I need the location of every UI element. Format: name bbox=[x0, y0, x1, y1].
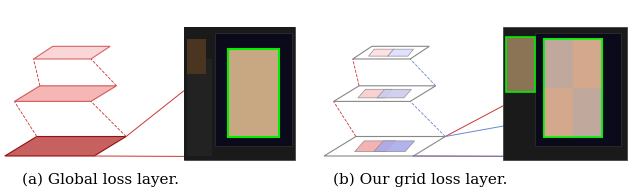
Polygon shape bbox=[324, 136, 445, 156]
Polygon shape bbox=[377, 89, 412, 98]
Bar bbox=[573, 39, 602, 88]
Polygon shape bbox=[333, 86, 436, 101]
Bar bbox=[544, 88, 573, 136]
Bar bbox=[544, 39, 573, 88]
Text: (b) Our grid loss layer.: (b) Our grid loss layer. bbox=[333, 173, 507, 187]
Polygon shape bbox=[14, 86, 116, 101]
Bar bbox=[228, 49, 279, 136]
Polygon shape bbox=[358, 89, 392, 98]
Bar bbox=[184, 27, 295, 160]
Polygon shape bbox=[5, 136, 126, 156]
Polygon shape bbox=[374, 141, 415, 152]
Bar bbox=[228, 49, 279, 136]
Bar bbox=[216, 33, 292, 146]
Bar bbox=[503, 27, 627, 160]
Bar bbox=[544, 39, 602, 136]
Polygon shape bbox=[369, 49, 394, 56]
Bar bbox=[187, 58, 212, 156]
Polygon shape bbox=[353, 46, 429, 59]
Bar bbox=[228, 49, 279, 136]
Polygon shape bbox=[33, 46, 110, 59]
Bar bbox=[534, 33, 621, 146]
Bar bbox=[187, 39, 206, 74]
Bar bbox=[184, 27, 295, 160]
Polygon shape bbox=[355, 141, 396, 152]
Text: (a) Global loss layer.: (a) Global loss layer. bbox=[22, 173, 179, 187]
Bar bbox=[573, 88, 602, 136]
Bar bbox=[544, 39, 602, 136]
Bar bbox=[506, 37, 534, 92]
Polygon shape bbox=[388, 49, 413, 56]
Bar bbox=[506, 37, 534, 92]
